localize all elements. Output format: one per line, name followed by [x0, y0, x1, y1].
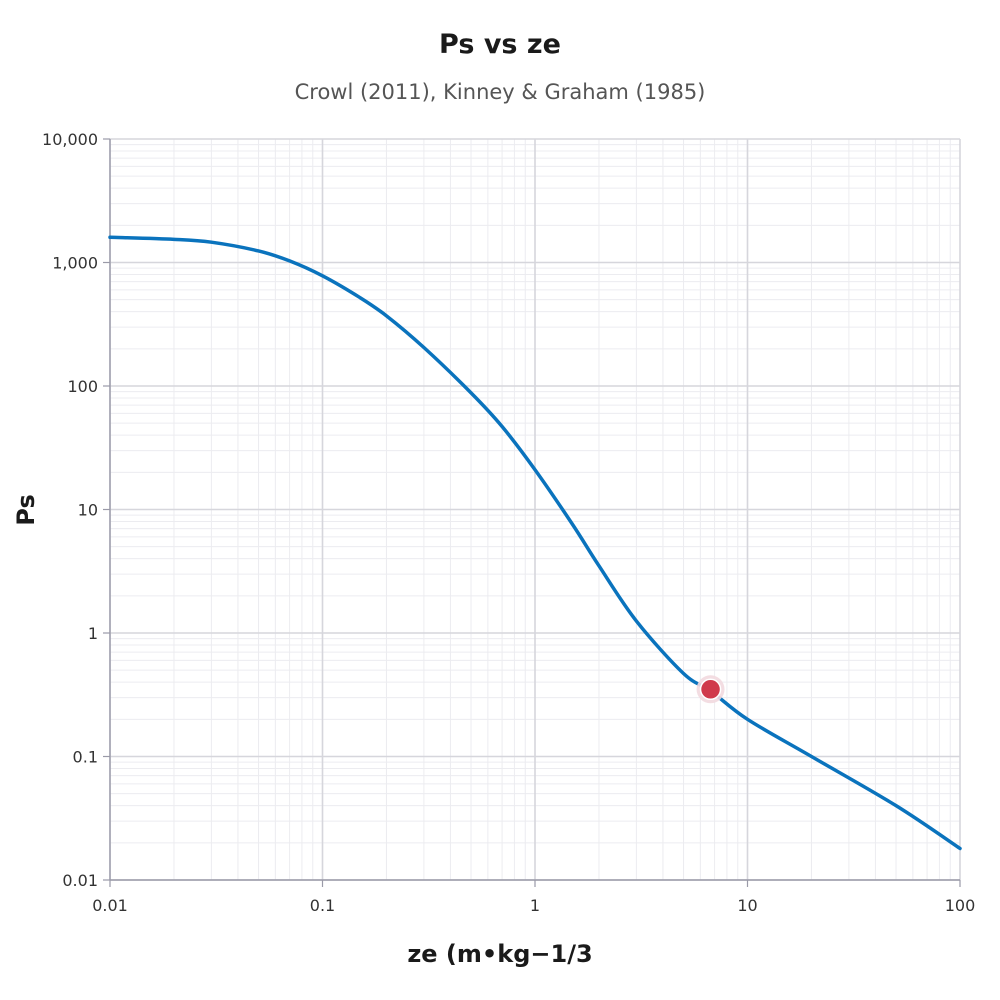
- y-tick-label: 0.1: [73, 748, 98, 767]
- y-tick-label: 100: [67, 377, 98, 396]
- x-tick-label: 0.01: [92, 896, 128, 915]
- x-tick-label: 1: [530, 896, 540, 915]
- y-tick-label: 1,000: [52, 254, 98, 273]
- x-tick-label: 100: [945, 896, 976, 915]
- tick-label-layer: 0.01 0.1 1 10 100 0.01 0.1 1 10 100 1,000 10,000: [42, 130, 975, 915]
- chart-subtitle: Crowl (2011), Kinney & Graham (1985): [295, 80, 706, 104]
- x-axis-label: ze (m•kg−1/3: [407, 940, 592, 968]
- x-tick-label: 0.1: [310, 896, 335, 915]
- y-tick-label: 10: [78, 501, 98, 520]
- y-axis-label: Ps: [12, 494, 40, 525]
- y-tick-label: 0.01: [62, 871, 98, 890]
- series-line: [108, 235, 962, 851]
- x-tick-label: 10: [737, 896, 757, 915]
- series-layer: [108, 235, 962, 851]
- y-tick-label: 10,000: [42, 130, 98, 149]
- highlight-point: [699, 678, 722, 701]
- y-tick-label: 1: [88, 624, 98, 643]
- chart-title: Ps vs ze: [439, 29, 561, 60]
- axis-layer: [103, 138, 961, 887]
